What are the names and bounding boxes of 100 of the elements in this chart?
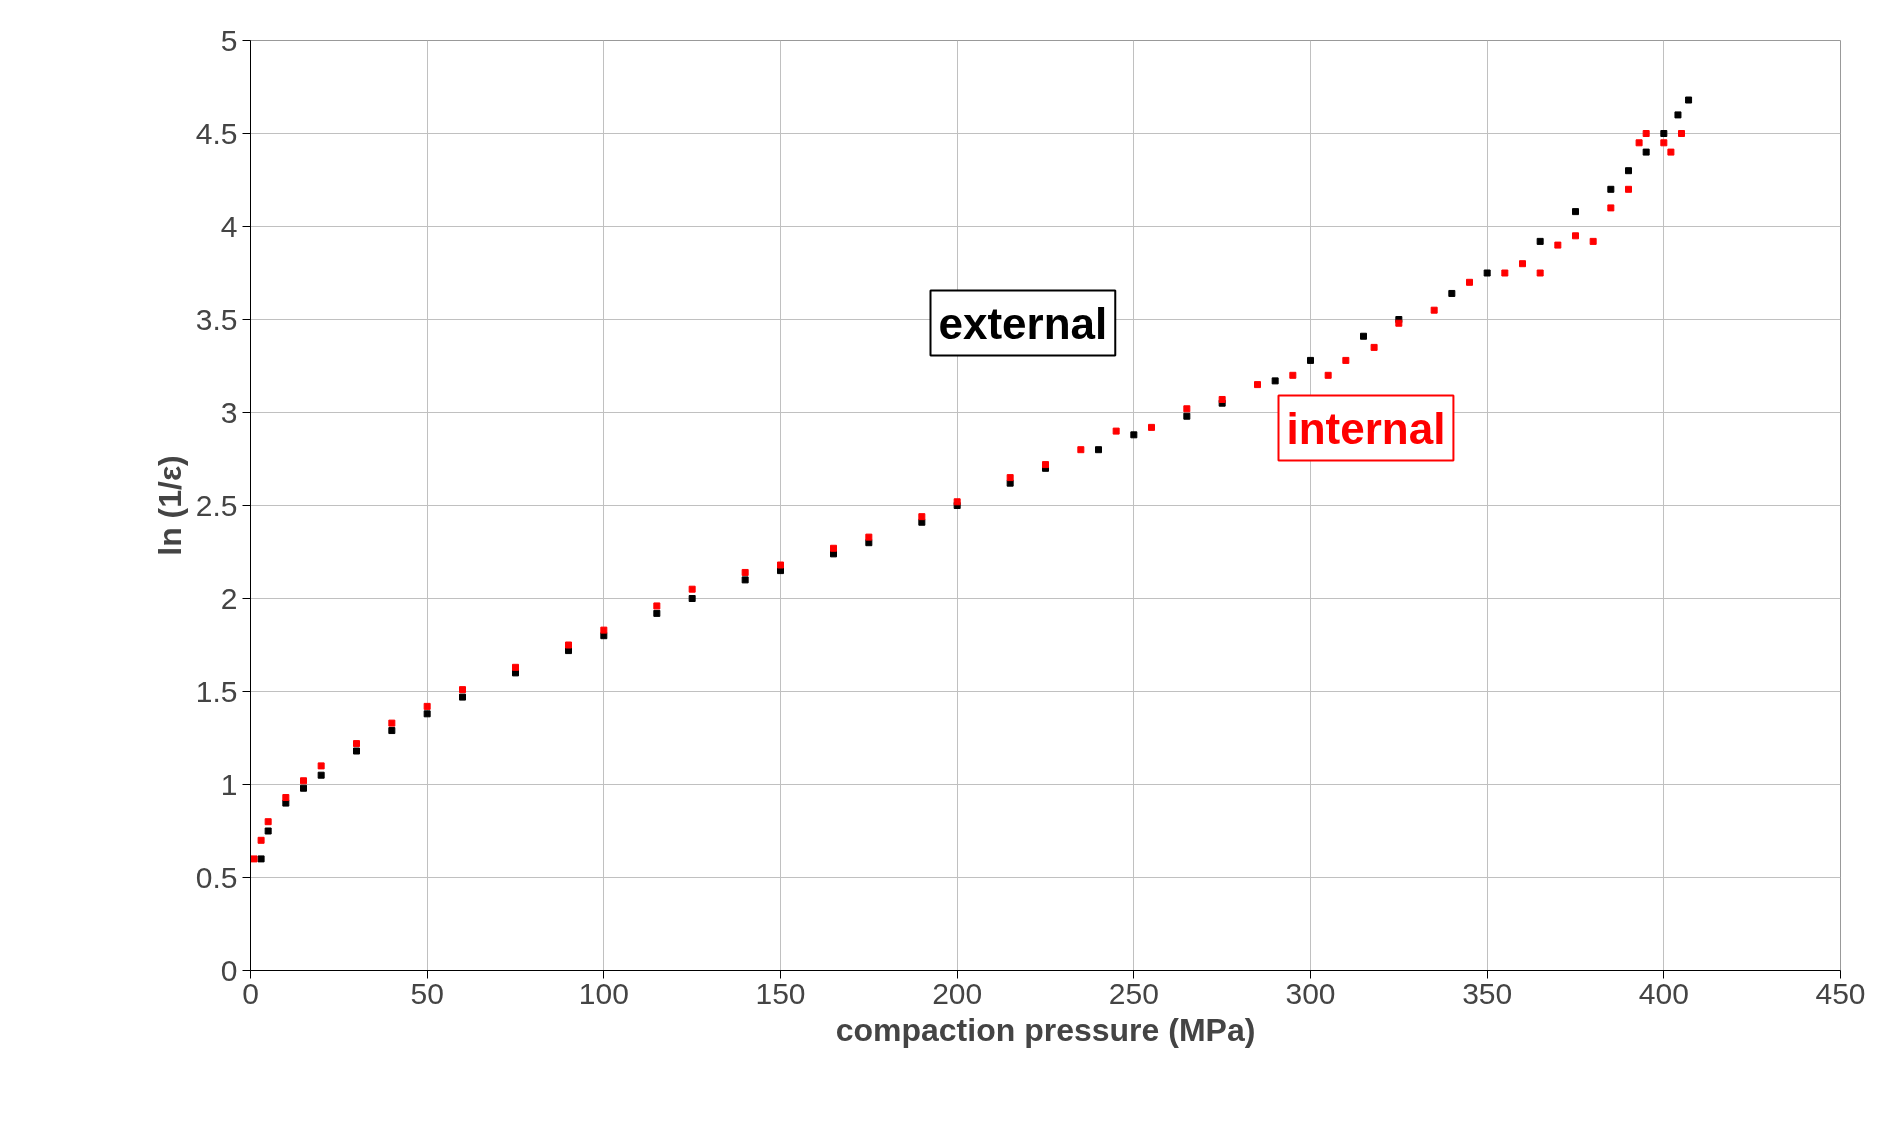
point: [741, 568, 749, 576]
point: [918, 513, 926, 521]
point: [300, 777, 307, 785]
x-axis-title: compaction pressure (MPa): [835, 1011, 1256, 1048]
point: [264, 818, 272, 826]
y-tick-label: 0: [220, 953, 238, 987]
y-tick-label: 2: [220, 581, 238, 615]
y-tick-label: 1.5: [195, 674, 238, 708]
point: [459, 686, 466, 694]
point: [1625, 185, 1632, 193]
point: [317, 762, 325, 770]
point: [1006, 474, 1014, 482]
point: [1635, 139, 1643, 147]
point: [512, 663, 519, 671]
point: [353, 747, 360, 755]
x-tick-label: 50: [410, 976, 444, 1010]
x-tick-label: 200: [932, 976, 983, 1010]
point: [1660, 139, 1668, 147]
point: [1183, 412, 1191, 420]
point: [741, 576, 749, 584]
y-tick-label: 4: [220, 209, 238, 243]
point: [1667, 148, 1675, 156]
point: [1342, 356, 1350, 364]
x-tick-label: 450: [1815, 976, 1866, 1010]
point: [1642, 130, 1650, 137]
point: [423, 710, 431, 718]
series-label: external: [938, 298, 1108, 348]
point: [1674, 111, 1682, 119]
point: [1271, 377, 1279, 385]
point: [1678, 130, 1685, 137]
point: [1077, 446, 1085, 454]
y-tick-label: 1: [220, 767, 238, 801]
x-tick-label: 0: [242, 976, 259, 1010]
point: [282, 794, 290, 802]
point: [1607, 204, 1615, 212]
point: [600, 626, 608, 634]
point: [1254, 381, 1261, 389]
point: [1370, 343, 1378, 351]
point: [1430, 306, 1438, 314]
point: [1572, 208, 1579, 216]
point: [1360, 332, 1367, 340]
point: [1501, 269, 1509, 277]
point: [257, 855, 265, 863]
point: [688, 585, 696, 593]
point: [1642, 148, 1650, 156]
point: [1289, 371, 1297, 379]
point: [1554, 241, 1562, 249]
point: [1536, 269, 1544, 277]
y-axis-title: ln (1/ε): [151, 455, 188, 556]
point: [1183, 405, 1191, 413]
y-tick-label: 3: [220, 395, 238, 429]
point: [1607, 185, 1615, 193]
point: [865, 533, 873, 541]
point: [1625, 167, 1632, 175]
x-tick-label: 150: [755, 976, 806, 1010]
point: [1536, 237, 1544, 245]
point: [688, 595, 696, 602]
point: [353, 740, 360, 748]
point: [1660, 130, 1668, 137]
x-tick-label: 300: [1285, 976, 1336, 1010]
y-tick-label: 3.5: [195, 302, 238, 336]
point: [953, 498, 961, 506]
x-tick-label: 350: [1462, 976, 1513, 1010]
x-tick-label: 250: [1108, 976, 1159, 1010]
point: [264, 827, 272, 835]
point: [459, 693, 466, 701]
point: [1218, 395, 1226, 403]
point: [777, 561, 784, 569]
point: [423, 702, 431, 710]
point: [317, 771, 325, 779]
point: [1466, 278, 1473, 286]
point: [257, 836, 265, 844]
point: [1307, 356, 1314, 364]
point: [300, 784, 307, 792]
point: [1148, 423, 1155, 431]
point: [1130, 431, 1138, 439]
point: [250, 855, 258, 863]
point: [1395, 319, 1403, 327]
point: [1324, 371, 1332, 379]
point: [388, 727, 396, 735]
y-tick-label: 2.5: [195, 488, 238, 522]
point: [388, 719, 396, 727]
x-tick-label: 100: [578, 976, 629, 1010]
point: [1589, 237, 1597, 245]
point: [1685, 96, 1693, 104]
point: [830, 544, 837, 552]
point: [1572, 232, 1579, 240]
series-label: internal: [1286, 403, 1446, 453]
point: [653, 609, 661, 617]
point: [565, 641, 572, 649]
point: [1483, 269, 1491, 277]
x-tick-label: 400: [1638, 976, 1689, 1010]
y-tick-label: 4.5: [195, 116, 238, 150]
point: [1448, 289, 1456, 297]
point: [653, 602, 661, 610]
y-tick-label: 5: [220, 23, 238, 57]
point: [1112, 427, 1120, 435]
point: [1095, 446, 1102, 454]
point: [1519, 260, 1526, 268]
y-tick-label: 0.5: [195, 860, 238, 894]
